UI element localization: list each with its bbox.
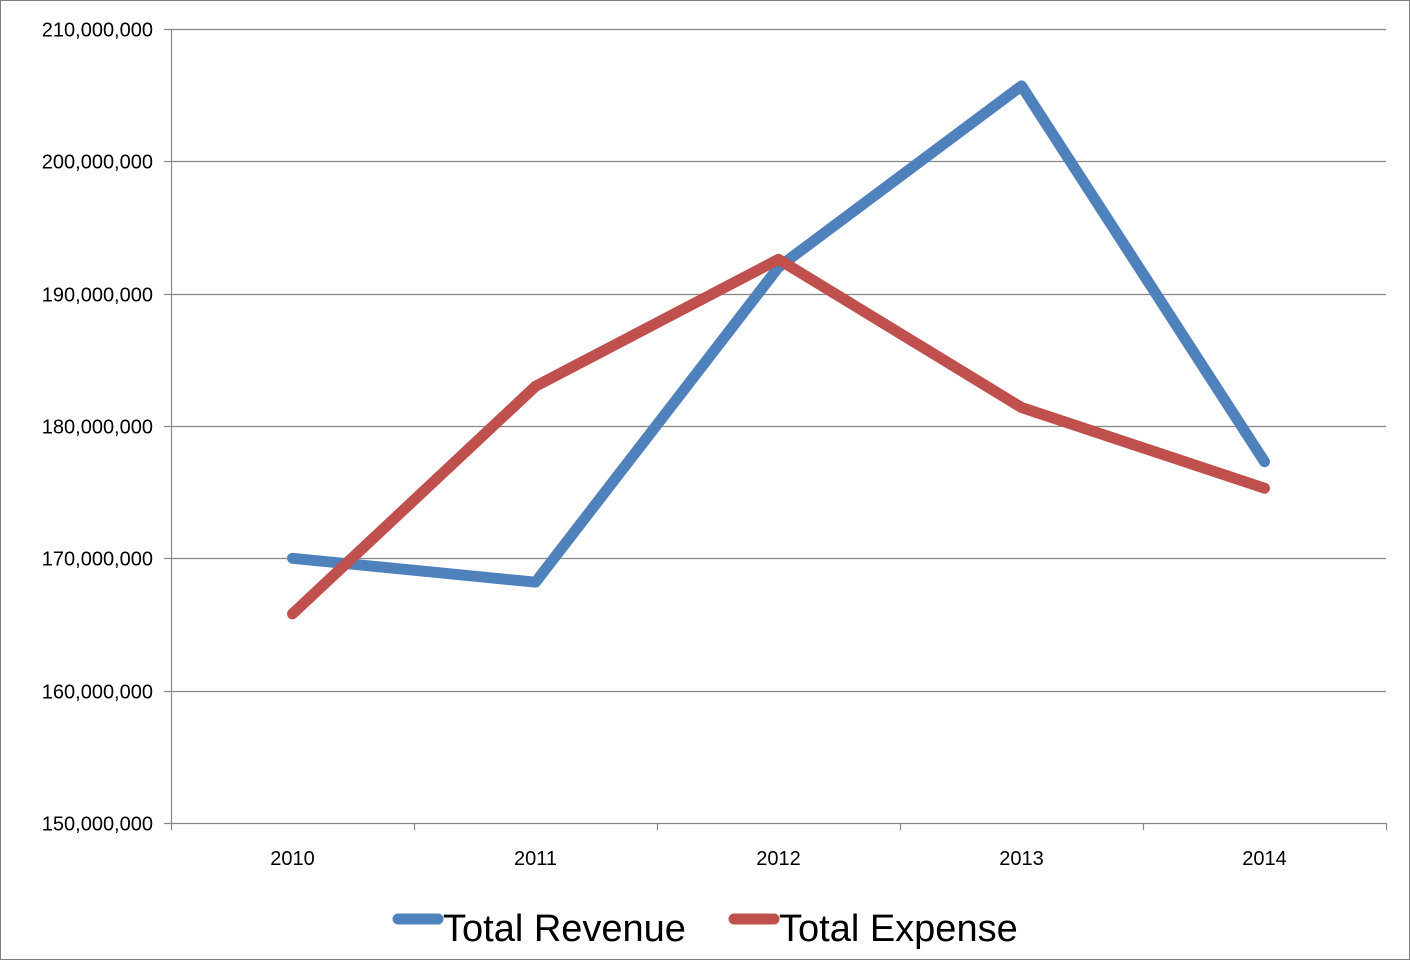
legend-item-total-revenue: Total Revenue xyxy=(392,908,686,950)
legend-item-total-expense: Total Expense xyxy=(728,908,1018,950)
y-tick-label: 200,000,000 xyxy=(42,152,153,174)
axes xyxy=(164,28,1388,830)
gridlines xyxy=(171,28,1386,693)
x-tick-label: 2011 xyxy=(514,848,557,870)
x-tick-label: 2014 xyxy=(1242,848,1287,870)
y-tick-label: 190,000,000 xyxy=(42,285,153,307)
y-tick-label: 160,000,000 xyxy=(42,682,153,704)
y-tick-label: 170,000,000 xyxy=(42,549,153,571)
legend-label: Total Revenue xyxy=(443,908,686,950)
y-tick-label: 180,000,000 xyxy=(42,417,153,439)
legend: Total Revenue Total Expense xyxy=(392,908,1018,950)
x-tick-label: 2012 xyxy=(756,848,801,870)
series-line-total-expense xyxy=(287,253,1270,620)
series-line-total-revenue xyxy=(287,80,1270,588)
x-tick-label: 2010 xyxy=(270,848,315,870)
y-tick-label: 210,000,000 xyxy=(42,20,153,42)
y-tick-label: 150,000,000 xyxy=(42,814,153,836)
x-tick-label: 2013 xyxy=(999,848,1044,870)
series-lines xyxy=(287,80,1270,620)
legend-label: Total Expense xyxy=(779,908,1018,950)
y-tick-labels: 150,000,000 160,000,000 170,000,000 180,000… xyxy=(42,20,153,836)
x-tick-labels: 2010 2011 2012 2013 2014 xyxy=(270,848,1287,870)
